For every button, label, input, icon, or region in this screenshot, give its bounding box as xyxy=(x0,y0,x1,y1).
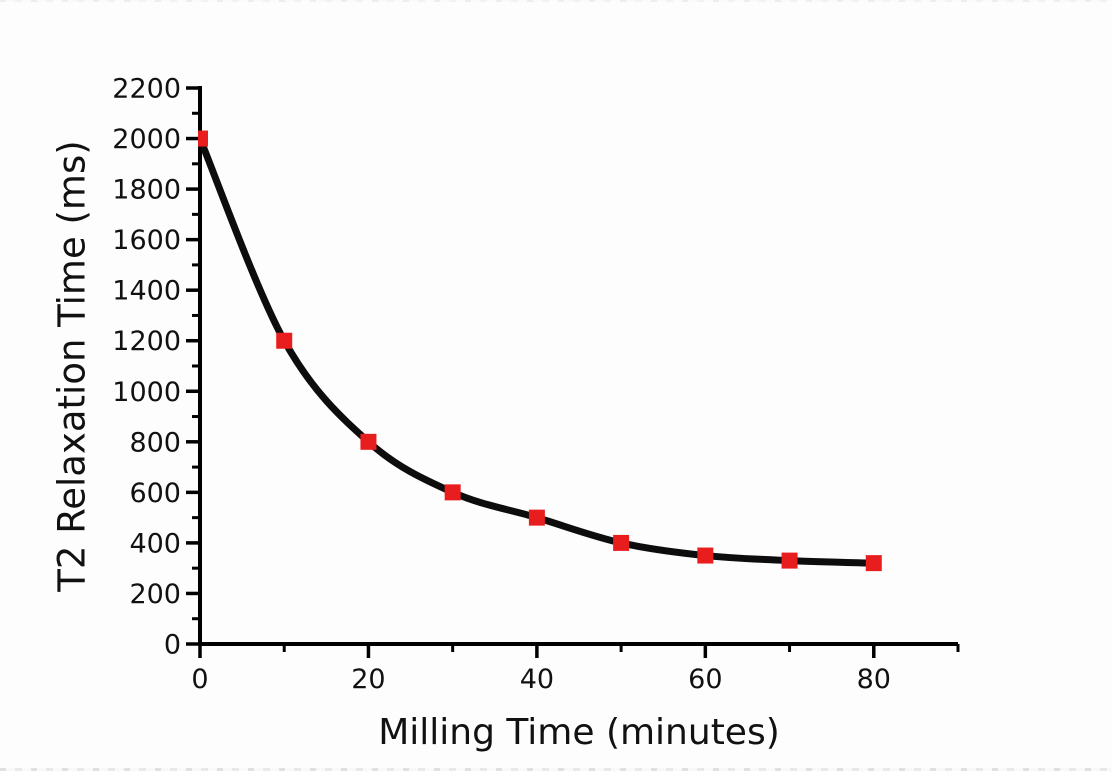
y-axis-title: T2 Relaxation Time (ms) xyxy=(50,140,94,592)
y-tick-label: 600 xyxy=(129,478,181,509)
y-tick-label: 1000 xyxy=(112,377,181,408)
y-tick-label: 1400 xyxy=(112,276,181,307)
fit-curve xyxy=(198,135,878,567)
x-axis-title: Milling Time (minutes) xyxy=(378,712,780,753)
x-tick-label: 80 xyxy=(857,664,891,695)
x-tick-label: 20 xyxy=(351,664,385,695)
y-tick-label: 0 xyxy=(164,630,181,661)
y-tick-label: 800 xyxy=(129,427,181,458)
x-tick-label: 0 xyxy=(191,664,208,695)
data-point-marker xyxy=(360,433,377,450)
y-tick-label: 1800 xyxy=(112,175,181,206)
y-tick-label: 200 xyxy=(129,579,181,610)
data-point-marker xyxy=(613,534,630,551)
data-point-marker xyxy=(528,509,545,526)
data-point-marker xyxy=(198,130,208,147)
y-tick-label: 2200 xyxy=(112,74,181,105)
data-point-marker xyxy=(865,555,882,572)
y-tick-label: 400 xyxy=(129,528,181,559)
axes-frame xyxy=(198,86,958,646)
y-tick-label: 1600 xyxy=(112,225,181,256)
data-point-marker xyxy=(781,552,798,569)
x-tick-label: 60 xyxy=(688,664,722,695)
data-point-marker xyxy=(444,484,461,501)
data-point-marker xyxy=(697,547,714,564)
data-point-marker xyxy=(276,332,293,349)
y-tick-label: 2000 xyxy=(112,124,181,155)
y-tick-label: 1200 xyxy=(112,326,181,357)
x-tick-label: 40 xyxy=(520,664,554,695)
